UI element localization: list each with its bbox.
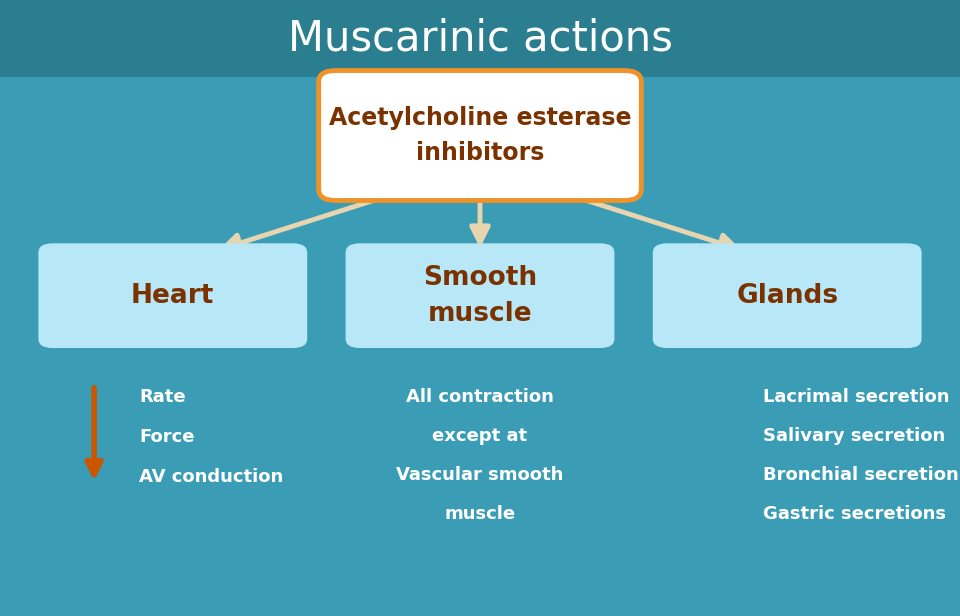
FancyBboxPatch shape — [653, 243, 922, 348]
Text: Lacrimal secretion: Lacrimal secretion — [763, 388, 949, 407]
Text: Salivary secretion: Salivary secretion — [763, 427, 946, 445]
Text: Glands: Glands — [736, 283, 838, 309]
FancyBboxPatch shape — [346, 243, 614, 348]
FancyBboxPatch shape — [0, 0, 960, 77]
Text: Muscarinic actions: Muscarinic actions — [288, 17, 672, 60]
Text: All contraction: All contraction — [406, 388, 554, 407]
Text: Gastric secretions: Gastric secretions — [763, 505, 947, 523]
Text: except at: except at — [432, 427, 528, 445]
Text: Smooth
muscle: Smooth muscle — [423, 265, 537, 326]
Text: Vascular smooth: Vascular smooth — [396, 466, 564, 484]
Text: muscle: muscle — [444, 505, 516, 523]
Text: Rate: Rate — [139, 388, 186, 407]
Text: AV conduction: AV conduction — [139, 468, 283, 487]
FancyBboxPatch shape — [319, 71, 641, 200]
Text: Force: Force — [139, 428, 195, 447]
FancyBboxPatch shape — [38, 243, 307, 348]
Text: Acetylcholine esterase
inhibitors: Acetylcholine esterase inhibitors — [328, 106, 632, 165]
Text: Bronchial secretion: Bronchial secretion — [763, 466, 959, 484]
Text: Heart: Heart — [132, 283, 214, 309]
